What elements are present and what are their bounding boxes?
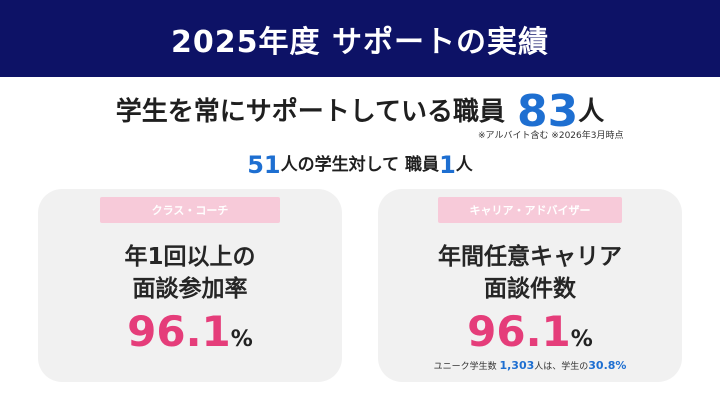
note-unique-count: 1,303: [499, 359, 535, 372]
class-coach-title-line1: 年1回以上の: [124, 244, 256, 270]
ratio-text-a: 人の学生対して 職員: [280, 155, 440, 175]
career-advisor-value: 96.1%: [378, 307, 682, 356]
class-coach-value-unit: %: [230, 327, 253, 352]
career-advisor-tag: キャリア・アドバイザー: [438, 197, 622, 223]
career-advisor-value-number: 96.1: [467, 307, 571, 356]
note-prefix: ユニーク学生数: [433, 362, 497, 372]
class-coach-value: 96.1%: [38, 307, 342, 356]
class-coach-card: クラス・コーチ 年1回以上の 面談参加率 96.1%: [38, 189, 342, 382]
career-advisor-title-line1: 年間任意キャリア: [438, 244, 622, 270]
header-banner: 2025年度 サポートの実績: [0, 0, 720, 77]
staff-count-label: 学生を常にサポートしている職員: [115, 97, 505, 127]
class-coach-value-number: 96.1: [127, 307, 231, 356]
note-percentage: 30.8%: [588, 359, 627, 372]
career-advisor-title: 年間任意キャリア 面談件数: [378, 241, 682, 305]
staff-count-unit: 人: [578, 97, 605, 127]
career-advisor-title-line2: 面談件数: [484, 276, 576, 302]
note-mid: 人は、学生の: [534, 362, 589, 372]
ratio-students-value: 51: [247, 151, 281, 179]
ratio-staff-value: 1: [439, 151, 456, 179]
ratio-text-b: 人: [455, 155, 473, 175]
student-staff-ratio: 51 人の学生対して 職員 1 人: [0, 141, 720, 177]
staff-count-note: ※アルバイト含む ※2026年3月時点: [478, 131, 624, 141]
page-title: 2025年度 サポートの実績: [171, 24, 549, 60]
career-advisor-value-unit: %: [570, 327, 593, 352]
class-coach-tag: クラス・コーチ: [100, 197, 280, 223]
class-coach-title-line2: 面談参加率: [132, 276, 248, 302]
career-advisor-card: キャリア・アドバイザー 年間任意キャリア 面談件数 96.1% ユニーク学生数 …: [378, 189, 682, 382]
career-advisor-note: ユニーク学生数 1,303人は、学生の30.8%: [378, 359, 682, 372]
staff-count-value: 83: [516, 86, 579, 137]
class-coach-title: 年1回以上の 面談参加率: [38, 241, 342, 305]
staff-count-line: 学生を常にサポートしている職員 83 人: [0, 84, 720, 134]
